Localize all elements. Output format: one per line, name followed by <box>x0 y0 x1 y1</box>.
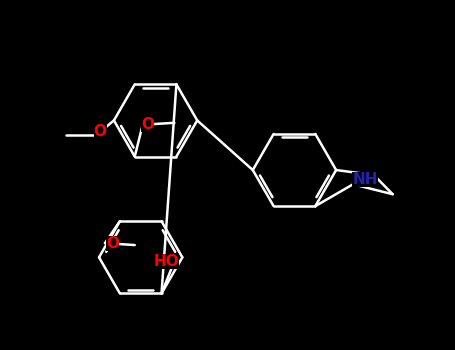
Text: NH: NH <box>352 172 378 187</box>
Text: O: O <box>94 124 106 139</box>
Text: HO: HO <box>154 254 179 269</box>
Text: O: O <box>106 236 119 251</box>
Text: O: O <box>141 117 154 132</box>
